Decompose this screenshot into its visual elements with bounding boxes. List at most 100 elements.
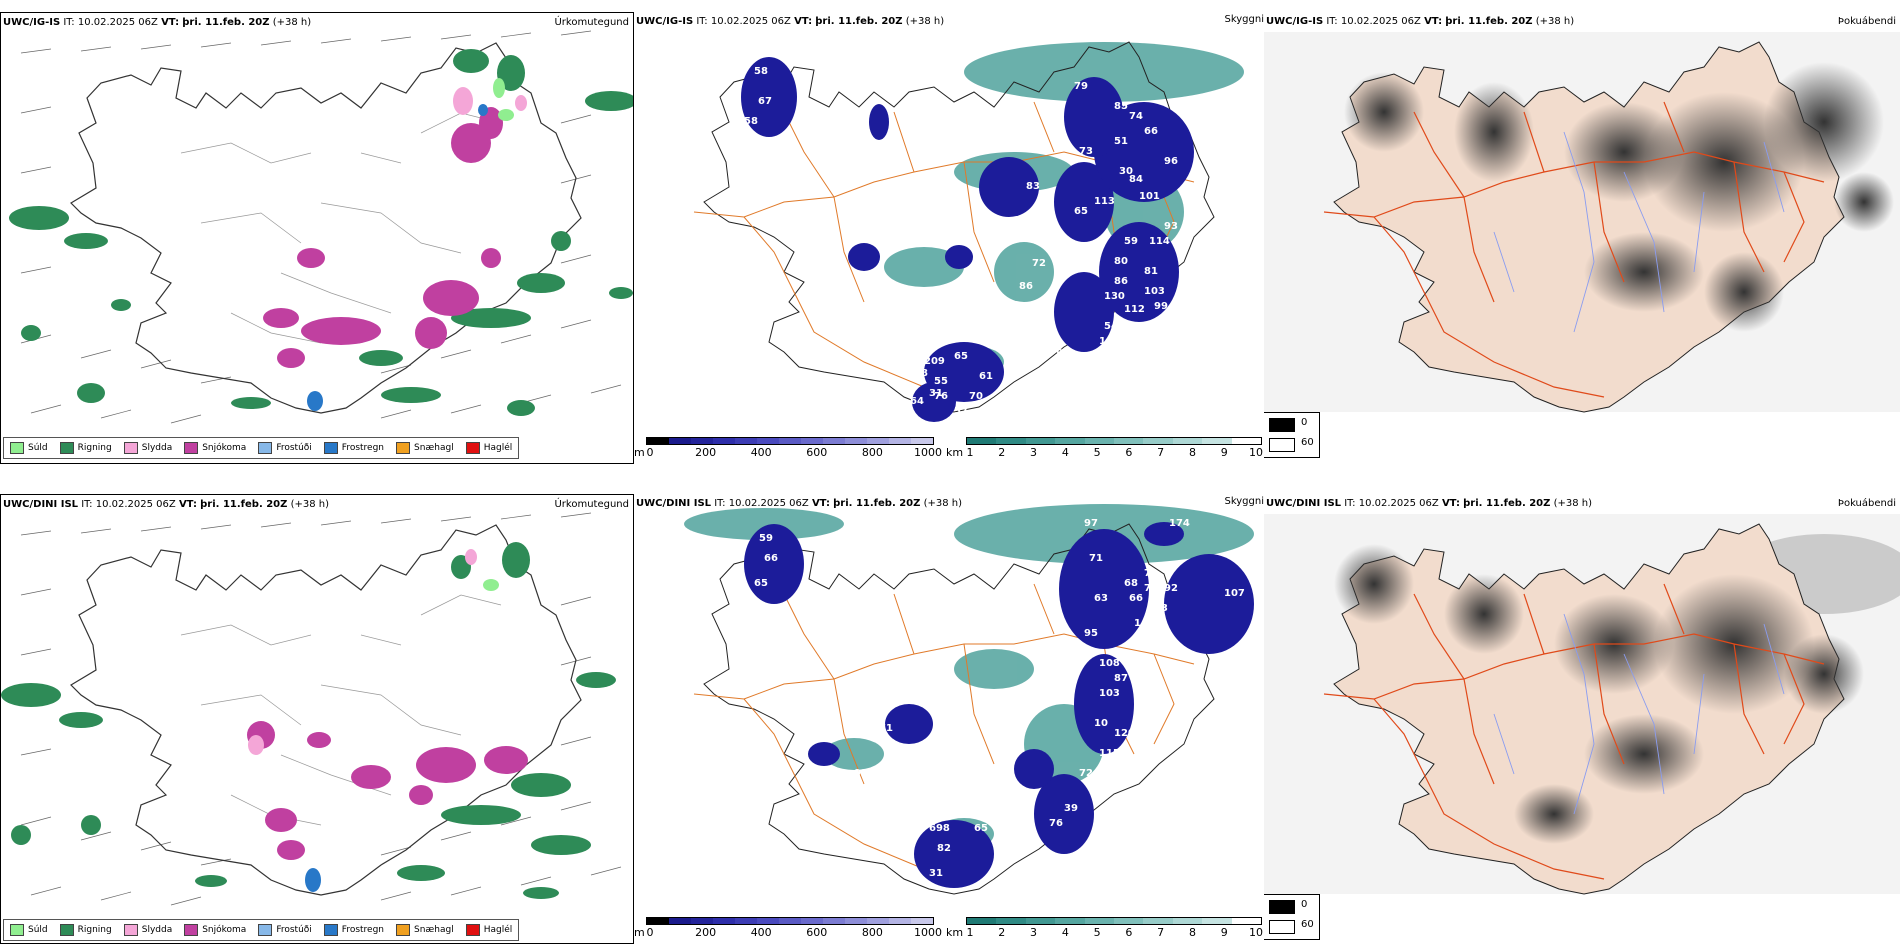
colorbar-tick: 1000 <box>914 926 942 939</box>
colorbar-unit: km <box>946 446 964 459</box>
legend-swatch <box>59 442 74 454</box>
colorbar-cell <box>996 918 1026 924</box>
colorbar-cell <box>967 918 997 924</box>
panel-header: UWC/DINI ISL IT: 10.02.2025 06Z VT: þri.… <box>3 499 330 510</box>
cloud-base-label: 72 <box>1079 768 1093 779</box>
colorbar-strip <box>646 917 934 925</box>
panel-header: UWC/IG-IS IT: 10.02.2025 06Z VT: þri. 11… <box>636 16 945 27</box>
colorbar-ticks: 0 200 400 600 800 1000 <box>634 926 943 940</box>
cloud-base-label: 78 <box>914 368 928 379</box>
cloud-base-label: 101 <box>1139 191 1160 202</box>
legend-item: Rigning <box>59 924 112 936</box>
cloud-base-label: 115 <box>1099 748 1120 759</box>
legend-swatch <box>323 442 338 454</box>
colorbar-cell <box>1114 438 1144 444</box>
cloud-base-label: 63 <box>1094 593 1108 604</box>
fog-high-swatch <box>1269 900 1295 914</box>
colorbar-cell <box>1084 438 1115 444</box>
cloud-base-label: 58 <box>744 116 758 127</box>
colorbar-cell <box>757 918 779 924</box>
legend-item: Frostúði <box>258 924 312 936</box>
cloud-base-label: 70 <box>969 391 983 402</box>
legend-item: Frostúði <box>258 442 312 454</box>
cloud-base-label: 57 <box>954 406 968 417</box>
legend-swatch <box>123 442 138 454</box>
cloud-base-label: 65 <box>954 351 968 362</box>
colorbar-cell <box>1202 918 1232 924</box>
fog-legend: 0 60 <box>1264 412 1320 458</box>
colorbar-strip <box>646 437 934 445</box>
legend-label: Súld <box>28 443 48 453</box>
colorbar-cell <box>996 438 1026 444</box>
colorbar-strip <box>966 437 1262 445</box>
fog-panel-1: UWC/IG-IS IT: 10.02.2025 06Z VT: þri. 11… <box>1264 12 1900 464</box>
colorbar-tick: 400 <box>750 926 772 939</box>
cloud-base-label: 84 <box>1129 174 1143 185</box>
visibility-panel-2: 5966659717471796872636692731071049514410… <box>634 494 1264 946</box>
colorbar-cell <box>1084 918 1115 924</box>
colorbar-cell <box>1172 438 1203 444</box>
cloud-base-label: 39 <box>1064 803 1078 814</box>
colorbar-tick: 2 <box>998 926 1006 939</box>
colorbar-cell <box>889 438 911 444</box>
precip-map-1 <box>9 30 633 424</box>
fog-high-swatch <box>1269 418 1295 432</box>
legend-swatch <box>10 924 24 936</box>
cloud-base-label: 65 <box>754 578 768 589</box>
cloud-base-label: 114 <box>1149 236 1170 247</box>
colorbar-cell <box>691 438 713 444</box>
legend-swatch <box>184 924 199 936</box>
cloud-base-label: 59 <box>1124 236 1138 247</box>
drizzle-areas <box>493 78 514 121</box>
fog-high-label: 0 <box>1301 899 1308 910</box>
legend-swatch <box>323 924 338 936</box>
cloud-base-label: 66 <box>764 553 778 564</box>
legend-label: Frostregn <box>341 925 385 935</box>
colorbar-cell <box>1143 438 1173 444</box>
cloud-base-label: 65 <box>1074 206 1088 217</box>
vis-low-areas <box>741 57 1194 422</box>
colorbar-tick: 9 <box>1220 446 1228 459</box>
fog-low-swatch <box>1269 920 1295 934</box>
colorbar-tick: 6 <box>1125 926 1133 939</box>
vis-labels: 59 66 65 97 174 71 79 68 72 63 66 92 73 107 104 95 144 10… <box>754 518 1264 909</box>
cloud-base-label: 103 <box>1099 688 1120 699</box>
fog-low-swatch <box>1269 438 1295 452</box>
legend-label: Haglél <box>483 925 513 935</box>
legend-item: Snjókoma <box>184 442 246 454</box>
colorbar-tick: 10 <box>1249 926 1263 939</box>
colorbar-cell <box>1231 438 1262 444</box>
cloud-base-label: 91 <box>854 768 868 779</box>
colorbar-cell <box>669 438 691 444</box>
cloud-base-label: 95 <box>1084 628 1098 639</box>
legend-item: Súld <box>10 442 48 454</box>
cloud-base-label: 74 <box>1129 111 1143 122</box>
colorbar-tick: 4 <box>1061 926 1069 939</box>
legend-swatch <box>465 924 480 936</box>
colorbar-cell <box>845 438 867 444</box>
legend-item: Snæhagl <box>396 924 454 936</box>
cloud-base-label: 72 <box>1144 583 1158 594</box>
cloud-base-label: 81 <box>1144 266 1158 277</box>
legend-swatch <box>396 924 411 936</box>
colorbar-cell <box>779 918 801 924</box>
cloud-base-label: 97 <box>1084 518 1098 529</box>
colorbar-tick: 200 <box>695 446 717 459</box>
cloud-base-label: 59 <box>759 533 773 544</box>
precip-map-2 <box>1 512 622 906</box>
colorbar-cell <box>647 438 669 444</box>
cloud-base-label: 68 <box>1044 221 1058 232</box>
colorbar-ticks: 0 200 400 600 800 1000 <box>634 446 943 460</box>
legend-label: Rigning <box>77 443 112 453</box>
colorbar-cell <box>967 438 997 444</box>
panel-title: Úrkomutegund <box>554 499 629 510</box>
cloud-base-label: 107 <box>1224 588 1245 599</box>
colorbar-tick: 4 <box>1061 446 1069 459</box>
colorbar-cell <box>757 438 779 444</box>
colorbar-cell <box>735 438 757 444</box>
precip-legend: Súld Rigning Slydda Snjókoma Frostúði Frostre… <box>3 437 520 459</box>
cloud-base-label: 30 <box>1119 166 1133 177</box>
panel-title: Þokuábendi <box>1837 498 1896 509</box>
legend-item: Frostregn <box>323 442 384 454</box>
cloud-base-label: 71 <box>879 723 893 734</box>
